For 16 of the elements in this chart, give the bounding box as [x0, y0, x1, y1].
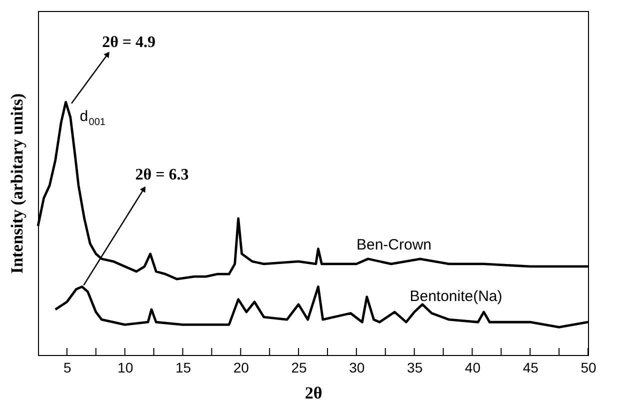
x-tick-label: 30	[349, 360, 365, 376]
y-axis-title: Intensity (arbitary units)	[8, 93, 26, 274]
x-tick-label: 20	[233, 360, 250, 376]
annotation: 2θ = 6.3	[135, 166, 189, 184]
x-tick-label: 45	[522, 360, 539, 376]
x-tick-label: 10	[118, 360, 134, 376]
x-tick-label: 50	[580, 360, 596, 376]
x-tick-label: 35	[407, 360, 423, 376]
x-tick-label: 15	[175, 360, 192, 376]
series-label: Bentonite(Na)	[410, 288, 502, 306]
x-axis-title: 2θ	[304, 384, 322, 402]
x-tick-label: 40	[464, 360, 481, 376]
series-label: Ben-Crown	[356, 236, 432, 254]
text: 2θ = 4.9	[102, 34, 156, 51]
x-tick-label: 5	[64, 360, 72, 376]
x-tick-label: 25	[291, 360, 308, 376]
